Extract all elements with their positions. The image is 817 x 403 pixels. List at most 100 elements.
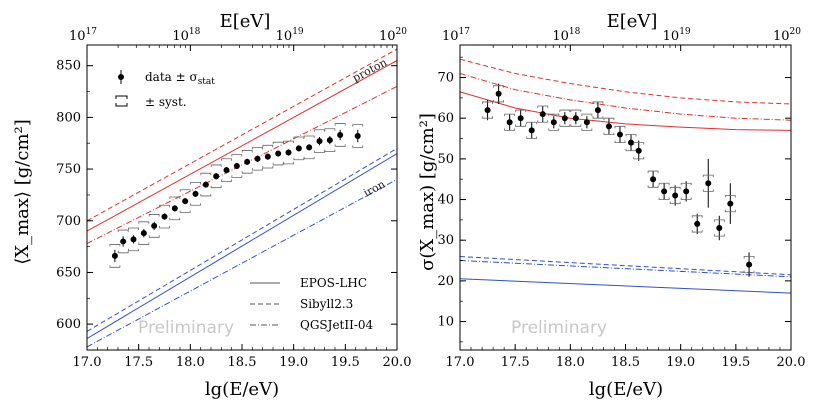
y-tick-label: 850 (56, 59, 81, 74)
syst-bracket (570, 109, 582, 127)
panel-sigma-xmax: E[eV] lg(E/eV) σ(X_max) [g/cm²] 17.0 17.5… (417, 11, 805, 400)
syst-bracket (221, 158, 232, 182)
syst-bracket (128, 227, 139, 252)
syst-bracket (109, 244, 121, 268)
x-tick-label: 18.5 (228, 355, 257, 370)
data-point-left-21 (324, 128, 336, 152)
x-tick-label: 18.0 (556, 355, 585, 370)
data-point-right-23 (743, 252, 755, 277)
syst-bracket (283, 140, 294, 165)
data-marker (716, 225, 723, 231)
data-point-left-4 (148, 214, 160, 238)
syst-bracket (210, 164, 222, 189)
data-marker (635, 147, 642, 154)
model-curve-left-3 (87, 153, 397, 340)
data-point-left-16 (272, 141, 284, 166)
syst-bracket (691, 215, 703, 233)
data-marker (528, 127, 535, 134)
data-marker (295, 145, 302, 152)
data-marker (151, 222, 158, 229)
data-marker (746, 261, 753, 268)
data-marker (275, 150, 282, 157)
watermark-preliminary-left: Preliminary (138, 318, 234, 338)
legend-model-sibyll: Sibyll2.3 (300, 297, 353, 311)
data-point-left-19 (303, 135, 315, 160)
data-point-right-17 (669, 185, 681, 206)
syst-bracket (324, 128, 336, 152)
top-tick-label: 1019 (663, 27, 691, 44)
data-marker (650, 176, 657, 183)
data-marker (705, 180, 712, 187)
x-axis-title-right: lg(E/eV) (589, 379, 663, 400)
data-marker (182, 198, 189, 205)
data-marker (120, 238, 127, 245)
data-point-right-0 (482, 99, 493, 121)
data-point-left-14 (252, 146, 263, 171)
axis-ticks-right: 17.0 17.5 18.0 18.5 19.0 19.5 20.0102030405060… (437, 27, 805, 370)
top-axis-title-right: E[eV] (607, 11, 658, 32)
model-curve-left-4 (87, 147, 397, 332)
data-point-right-9 (581, 113, 593, 131)
data-marker (495, 90, 502, 97)
axis-ticks-left: 17.0 17.5 18.0 18.5 19.0 19.5 20.0 600 650 700 750… (56, 27, 411, 370)
data-point-left-5 (159, 204, 170, 229)
data-marker (111, 252, 118, 259)
legend-data-label: data ± σstat (145, 70, 215, 87)
data-marker (140, 230, 147, 237)
syst-bracket (179, 189, 191, 213)
data-point-right-4 (526, 121, 538, 139)
legend-model-qgsjet: QGSJetII-04 (300, 318, 374, 332)
syst-bracket (669, 186, 681, 204)
y-axis-title-left: ⟨X_max⟩ [g/cm²] (12, 119, 33, 265)
model-curves-right (460, 58, 791, 294)
top-tick-label: 1020 (773, 27, 801, 44)
syst-bracket (647, 170, 659, 188)
data-point-right-8 (570, 109, 582, 127)
syst-bracket (352, 124, 364, 148)
data-marker (594, 107, 601, 114)
top-tick-label: 1018 (552, 27, 580, 44)
data-point-left-15 (262, 144, 274, 169)
syst-bracket (190, 182, 201, 206)
syst-bracket (702, 174, 714, 192)
data-marker (171, 205, 178, 212)
data-marker (484, 107, 491, 114)
y-axis-title-right: σ(X_max) [g/cm²] (417, 113, 438, 271)
x-tick-label: 18.0 (176, 355, 205, 370)
x-tick-label: 17.5 (501, 355, 530, 370)
data-marker (616, 131, 623, 138)
x-tick-label: 19.5 (331, 355, 360, 370)
data-marker (583, 119, 590, 126)
panel-xmax: E[eV] lg(E/eV) ⟨X_max⟩ [g/cm²] 17.0 17.5 1… (12, 11, 411, 400)
top-tick-label: 1017 (69, 27, 97, 44)
data-marker (254, 155, 261, 162)
model-curve-right-1 (460, 58, 791, 105)
data-point-right-11 (603, 117, 615, 135)
data-points-left (109, 123, 364, 268)
data-marker (285, 149, 292, 156)
watermark-preliminary-right: Preliminary (511, 318, 607, 338)
data-marker (213, 173, 220, 180)
data-point-left-18 (293, 136, 305, 161)
data-point-left-9 (200, 172, 212, 197)
syst-bracket (614, 125, 626, 143)
legend-data-subscript: stat (198, 77, 216, 87)
x-tick-label: 19.0 (666, 355, 695, 370)
model-curve-right-4 (460, 256, 791, 276)
data-point-left-13 (241, 150, 253, 174)
syst-bracket (526, 121, 538, 139)
model-curve-right-2 (460, 73, 791, 121)
syst-bracket (537, 105, 549, 123)
data-point-right-16 (658, 182, 670, 200)
legend-left: data ± σstat ± syst. EPOS-LHC Sibyll2.3 … (115, 70, 374, 332)
syst-bracket (252, 146, 263, 171)
syst-bracket (334, 123, 346, 147)
syst-bracket (148, 214, 160, 238)
syst-bracket (231, 154, 243, 178)
data-marker (550, 119, 557, 126)
data-point-right-6 (548, 113, 560, 131)
data-point-right-21 (713, 215, 725, 241)
model-curve-right-0 (460, 91, 791, 131)
data-marker (672, 192, 679, 199)
